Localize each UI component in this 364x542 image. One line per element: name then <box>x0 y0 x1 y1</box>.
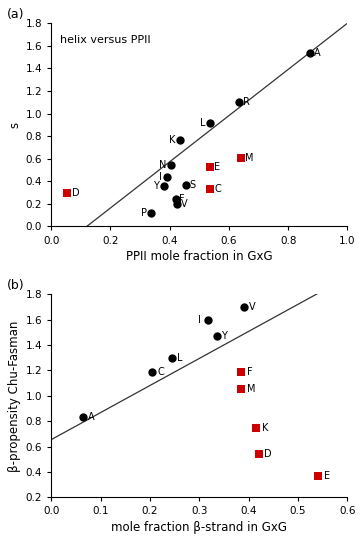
Text: D: D <box>72 188 79 198</box>
Text: S: S <box>190 180 195 190</box>
Text: I: I <box>198 315 201 325</box>
Text: N: N <box>159 160 167 170</box>
X-axis label: PPII mole fraction in GxG: PPII mole fraction in GxG <box>126 250 273 263</box>
Y-axis label: β-propensity Chu-Fasman: β-propensity Chu-Fasman <box>8 320 21 472</box>
Text: helix versus PPII: helix versus PPII <box>60 35 151 46</box>
Text: M: M <box>245 153 254 163</box>
Text: A: A <box>88 412 95 422</box>
Text: (a): (a) <box>7 8 24 21</box>
Text: P: P <box>141 208 147 218</box>
Text: I: I <box>159 172 162 182</box>
Text: R: R <box>243 97 250 107</box>
X-axis label: mole fraction β-strand in GxG: mole fraction β-strand in GxG <box>111 521 287 534</box>
Text: L: L <box>200 118 205 127</box>
Text: F: F <box>179 194 185 204</box>
Y-axis label: s: s <box>8 122 21 128</box>
Text: M: M <box>247 384 256 395</box>
Text: K: K <box>262 423 268 433</box>
Text: Y: Y <box>222 331 228 341</box>
Text: E: E <box>324 471 330 481</box>
Text: C: C <box>214 184 221 193</box>
Text: A: A <box>314 48 321 57</box>
Text: Y: Y <box>153 182 159 191</box>
Text: D: D <box>265 449 272 459</box>
Text: F: F <box>247 367 253 377</box>
Text: V: V <box>181 199 187 209</box>
Text: C: C <box>157 367 164 377</box>
Text: V: V <box>249 302 255 312</box>
Text: K: K <box>169 134 175 145</box>
Text: E: E <box>214 162 220 172</box>
Text: (b): (b) <box>7 279 24 292</box>
Text: L: L <box>177 353 183 363</box>
